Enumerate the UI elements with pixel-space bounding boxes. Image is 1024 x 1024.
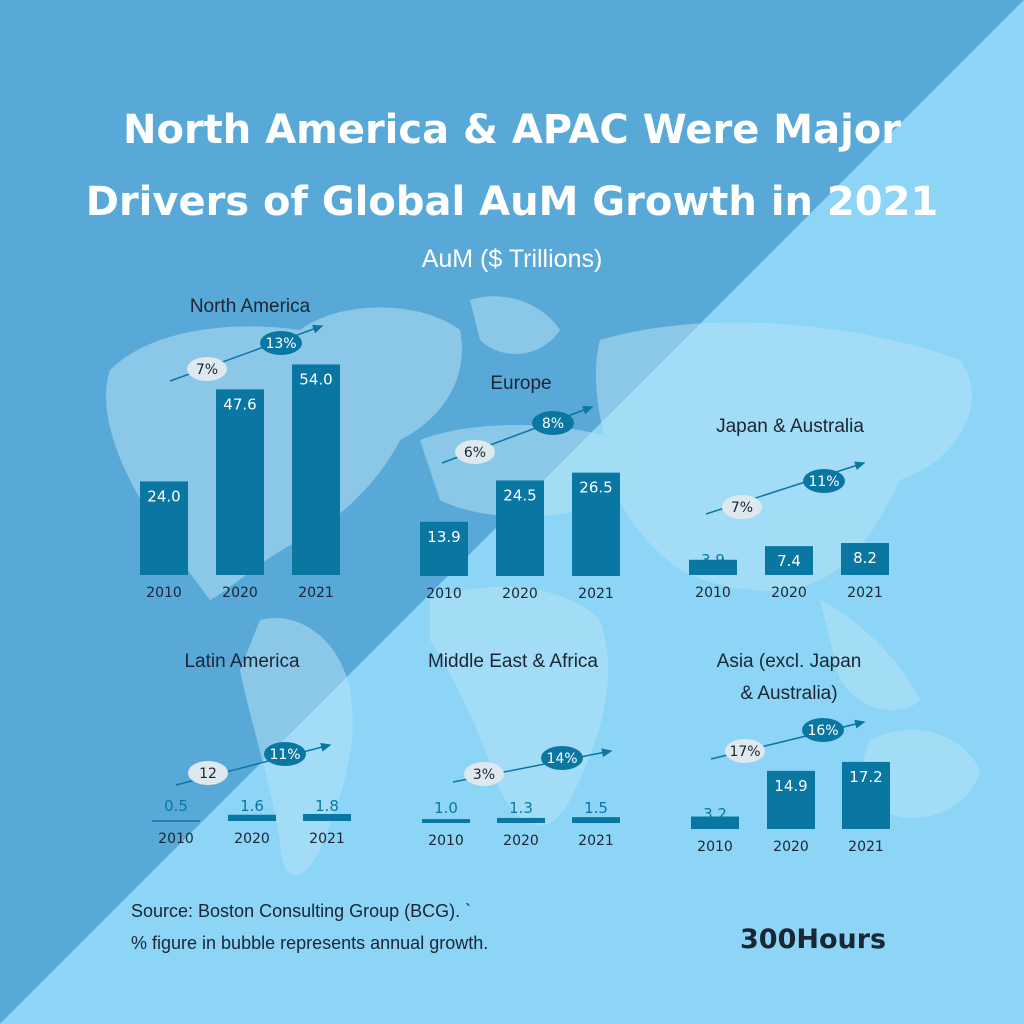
panel-2-value-label: 26.5 (579, 479, 612, 497)
panel-5-tick-label: 2020 (503, 833, 539, 849)
panel-5-tick-label: 2010 (428, 833, 464, 849)
panel-1-tick-label: 2021 (298, 585, 334, 601)
panel-6-growth-bubble-2-label: 16% (807, 723, 838, 739)
panel-6-value-label: 17.2 (849, 768, 882, 786)
panel-3-bar-2010 (689, 559, 737, 575)
panel-3-title: Japan & Australia (716, 416, 864, 437)
panel-6-bar-2010 (691, 816, 739, 829)
panel-4-tick-label: 2010 (158, 831, 194, 847)
panel-1-bar-2021 (292, 364, 340, 575)
panel-2-bar-2021 (572, 472, 620, 576)
panel-5-value-label: 1.3 (509, 799, 533, 817)
panel-2-growth-bubble-1 (455, 440, 495, 464)
panel-4-growth-bubble-1-label: 12 (199, 766, 217, 782)
panel-1-value-label: 54.0 (299, 370, 332, 388)
panel-6-growth-bubble-2 (802, 718, 844, 742)
panel-6-bar-2021 (842, 761, 890, 829)
panel-1-tick-label: 2010 (146, 585, 182, 601)
panel-1-bar-2010 (140, 481, 188, 575)
panel-1-growth-bubble-1-label: 7% (196, 362, 218, 378)
panel-1-value-label: 24.0 (147, 487, 180, 505)
panel-6-bar-2020 (767, 770, 815, 829)
panel-6-value-label: 3.2 (703, 805, 727, 823)
panel-5-bar-2021 (572, 817, 620, 823)
panel-3-bar-2021 (841, 543, 889, 575)
growth-note: % figure in bubble represents annual gro… (131, 933, 489, 953)
panel-4-value-label: 0.5 (164, 797, 188, 815)
panel-5-growth-bubble-1 (464, 762, 504, 786)
panel-4-growth-bubble-2 (264, 742, 306, 766)
panel-5-value-label: 1.5 (584, 799, 608, 817)
panel-2-tick-label: 2020 (502, 586, 538, 602)
panel-5-growth-bubble-2-label: 14% (546, 751, 577, 767)
panel-3-growth-bubble-1 (722, 495, 762, 519)
panel-1-bar-2020 (216, 389, 264, 575)
panel-6-title: & Australia) (740, 683, 837, 704)
panel-3-value-label: 3.9 (701, 551, 725, 569)
panel-2-tick-label: 2021 (578, 586, 614, 602)
panel-5-growth-bubble-1-label: 3% (473, 767, 495, 783)
panel-4-growth-bubble-2-label: 11% (269, 747, 300, 763)
panel-6-tick-label: 2021 (848, 839, 884, 855)
panel-1-growth-bubble-2-label: 13% (265, 336, 296, 352)
panel-2-bar-2010 (420, 521, 468, 576)
title-line-2: Drivers of Global AuM Growth in 2021 (85, 179, 939, 225)
panel-3-growth-bubble-1-label: 7% (731, 500, 753, 516)
panel-3-value-label: 7.4 (777, 552, 801, 570)
panel-5-growth-bubble-2 (541, 746, 583, 770)
panel-5-bar-2010 (422, 819, 470, 823)
panel-3-growth-bubble-2-label: 11% (808, 474, 839, 490)
panel-1-value-label: 47.6 (223, 395, 256, 413)
panel-4-tick-label: 2021 (309, 831, 345, 847)
source-note: Source: Boston Consulting Group (BCG). ` (131, 901, 472, 921)
panel-3-bar-2020 (765, 546, 813, 575)
panel-5-bar-2020 (497, 817, 545, 823)
panel-2-growth-bubble-1-label: 6% (464, 445, 486, 461)
panel-5-value-label: 1.0 (434, 799, 458, 817)
panel-1-growth-bubble-1 (187, 357, 227, 381)
title-line-1: North America & APAC Were Major (122, 107, 901, 153)
brand-logo: 300Hours (740, 924, 887, 955)
panel-2-growth-bubble-2 (532, 411, 574, 435)
panel-6-growth-bubble-1-label: 17% (729, 744, 760, 760)
panel-4-bar-2021 (303, 813, 351, 821)
panel-3-tick-label: 2021 (847, 585, 883, 601)
panel-6-value-label: 14.9 (774, 777, 807, 795)
panel-2-tick-label: 2010 (426, 586, 462, 602)
panel-1-title: North America (190, 296, 311, 317)
panel-6-title: Asia (excl. Japan (717, 651, 862, 672)
panel-3-growth-bubble-2 (803, 469, 845, 493)
subtitle: AuM ($ Trillions) (421, 245, 603, 273)
panel-6-tick-label: 2010 (697, 839, 733, 855)
panel-2-title: Europe (490, 373, 551, 394)
panel-4-value-label: 1.6 (240, 797, 264, 815)
panel-4-tick-label: 2020 (234, 831, 270, 847)
panel-1-growth-bubble-2 (260, 331, 302, 355)
panel-4-title: Latin America (184, 651, 300, 672)
panel-4-growth-bubble-1 (188, 761, 228, 785)
panel-2-value-label: 24.5 (503, 486, 536, 504)
panel-6-growth-bubble-1 (725, 739, 765, 763)
panel-5-tick-label: 2021 (578, 833, 614, 849)
panel-3-tick-label: 2010 (695, 585, 731, 601)
panel-3-tick-label: 2020 (771, 585, 807, 601)
panel-3-value-label: 8.2 (853, 549, 877, 567)
panel-5-title: Middle East & Africa (428, 651, 598, 672)
panel-2-growth-bubble-2-label: 8% (542, 416, 564, 432)
panel-6-tick-label: 2020 (773, 839, 809, 855)
panel-4-bar-2020 (228, 814, 276, 821)
panel-4-value-label: 1.8 (315, 797, 339, 815)
panel-1-tick-label: 2020 (222, 585, 258, 601)
panel-2-value-label: 13.9 (427, 528, 460, 546)
panel-2-bar-2020 (496, 480, 544, 576)
